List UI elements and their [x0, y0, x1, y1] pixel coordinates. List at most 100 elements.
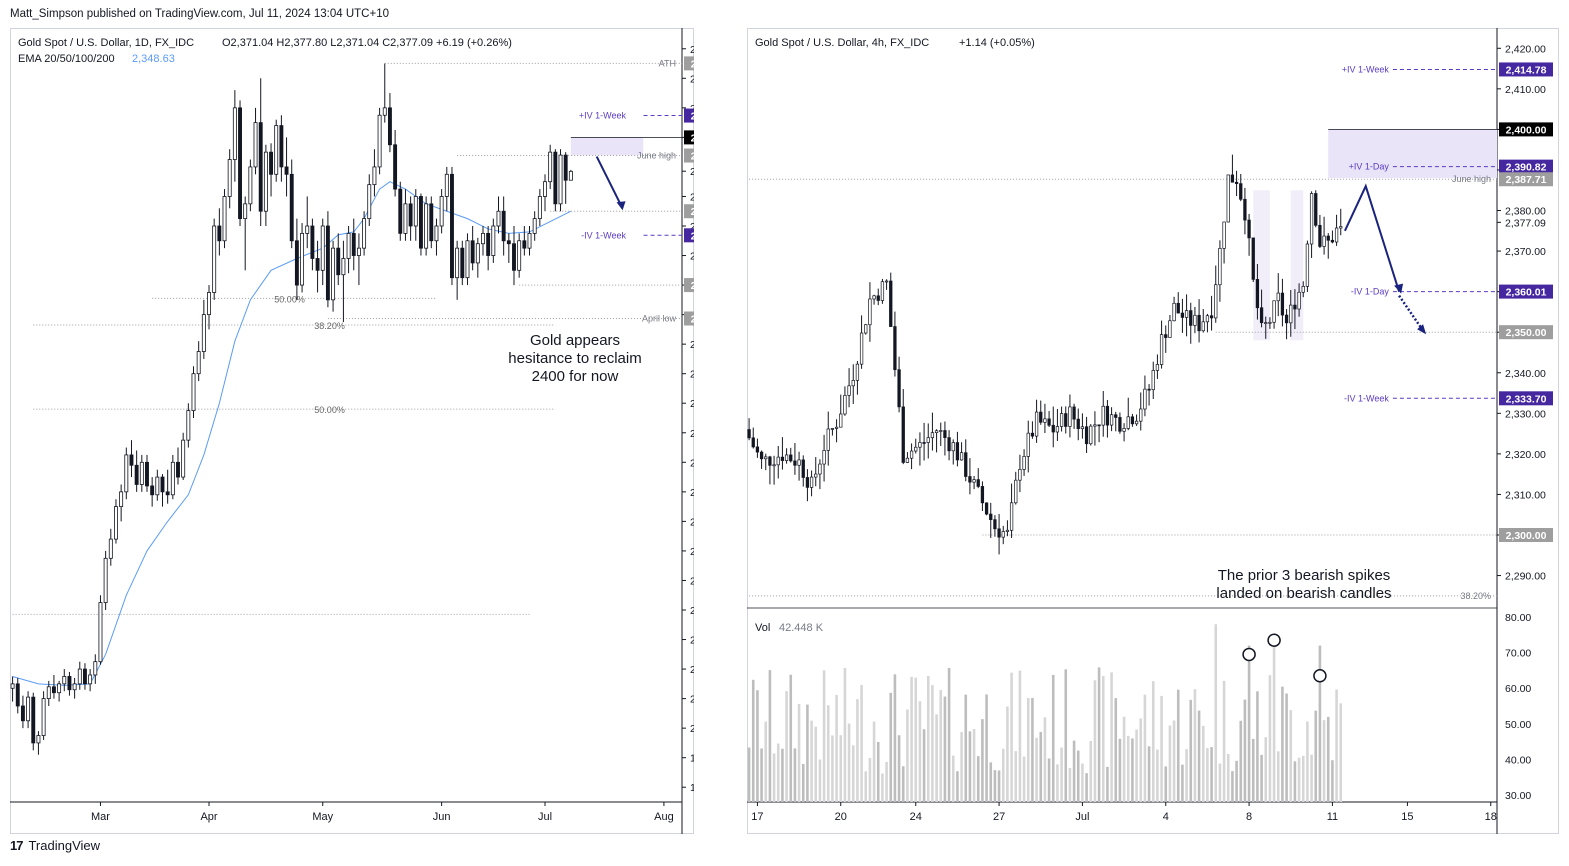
price-tag: [1499, 391, 1553, 406]
candle-body: [393, 144, 398, 190]
candle-body: [805, 477, 810, 488]
projection-arrow: [1344, 183, 1401, 292]
volume-bar: [1185, 749, 1188, 802]
volume-bar: [1251, 738, 1255, 802]
volume-bar: [1281, 686, 1284, 802]
candle-body: [191, 373, 196, 412]
candle-body: [847, 385, 851, 396]
candle-body: [243, 203, 248, 220]
tradingview-logo[interactable]: 17 TradingView: [10, 838, 100, 853]
x-tick-label: 11: [1327, 811, 1338, 823]
volume-bar: [964, 694, 968, 802]
volume-bar: [864, 771, 868, 802]
spike-marker: [1242, 647, 1256, 662]
candle-body: [232, 107, 237, 160]
volume-bar: [747, 747, 751, 802]
volume-bar: [856, 699, 859, 802]
volume-bar: [1331, 760, 1334, 802]
volume-bar: [772, 753, 776, 802]
candle-body: [839, 413, 843, 428]
candle-body: [1193, 314, 1197, 326]
candle-body: [889, 280, 893, 327]
volume-bar: [814, 726, 818, 802]
candle-body: [955, 442, 960, 461]
volume-bar: [1218, 763, 1222, 802]
volume-bar: [1051, 674, 1055, 802]
vol-tick-label: 60.00: [1505, 683, 1531, 695]
volume-bar: [1106, 766, 1109, 802]
candle-body: [905, 457, 910, 463]
candle-body: [336, 247, 341, 276]
volume-bar: [781, 748, 784, 802]
candle-body: [980, 486, 985, 504]
volume-bar: [776, 743, 780, 802]
candle-body: [1309, 193, 1314, 245]
volume-bar: [1031, 697, 1034, 802]
candle-body: [1218, 248, 1222, 286]
annotation-text: The prior 3 bearish spikes: [1218, 567, 1391, 584]
volume-bar: [793, 748, 797, 802]
volume-bar: [1006, 706, 1009, 802]
volume-bar: [1214, 624, 1218, 802]
projection-arrowhead: [1417, 324, 1427, 335]
candle-body: [943, 430, 947, 438]
vol-tick-label: 70.00: [1505, 648, 1531, 660]
candle-body: [784, 454, 789, 461]
projection-arrowhead: [616, 201, 626, 211]
volume-bar: [1047, 758, 1051, 802]
daily-chart[interactable]: 1,960.00 1,980.00 2,000.00 2,020.00 2,040.00…: [10, 28, 694, 834]
volume-bar: [1318, 645, 1322, 802]
volume-bar: [1326, 716, 1330, 802]
volume-bar: [1247, 645, 1251, 802]
candle-body: [558, 154, 563, 205]
candle-body: [1189, 310, 1193, 326]
candle-body: [176, 461, 180, 478]
candle-body: [1059, 413, 1064, 427]
volume-bar: [1306, 721, 1309, 802]
volume-bar: [843, 667, 847, 802]
volume-bar: [760, 748, 763, 802]
annotation-text: 2400 for now: [532, 368, 619, 385]
candle-body: [160, 476, 165, 493]
four-hour-chart[interactable]: 2,290.00 2,300.00 2,310.00 2,320.00 2,330.00…: [747, 28, 1559, 834]
candle-body: [217, 225, 222, 242]
volume-bar: [956, 771, 959, 802]
y-tick-label: 2,380.00: [1505, 206, 1546, 218]
candle-body: [62, 676, 67, 685]
candle-body: [1051, 424, 1055, 433]
candle-body: [150, 485, 155, 496]
volume-bar: [818, 759, 822, 802]
candle-body: [320, 225, 325, 271]
candle-body: [387, 107, 392, 146]
candle-body: [134, 464, 139, 485]
candle-body: [1009, 502, 1014, 531]
price-tag: [1499, 527, 1553, 542]
volume-bar: [881, 773, 884, 802]
candle-body: [532, 218, 537, 234]
candle-body: [1134, 420, 1139, 425]
candle-body: [1330, 239, 1335, 243]
candle-body: [315, 258, 320, 271]
volume-bar: [806, 704, 809, 802]
candle-body: [408, 203, 413, 227]
fib-label: 50.00%: [274, 294, 305, 304]
candle-body: [367, 184, 372, 220]
candle-body: [797, 459, 801, 466]
volume-bar: [1089, 740, 1093, 802]
candle-body: [429, 203, 434, 242]
candle-body: [1326, 235, 1330, 241]
annotation-text: hesitance to reclaim: [508, 350, 641, 367]
candle-body: [57, 683, 62, 694]
candle-body: [814, 473, 818, 478]
candle-body: [486, 232, 491, 256]
price-tag-label: 2,450.10: [691, 58, 694, 70]
candle-body: [491, 225, 496, 256]
price-tag: [684, 228, 694, 243]
volume-bar: [1276, 751, 1280, 802]
volume-bar: [931, 685, 934, 802]
candle-body: [768, 456, 772, 466]
volume-bar: [1222, 680, 1226, 802]
x-tick-label: May: [312, 811, 333, 823]
candle-body: [470, 240, 475, 264]
volume-bar: [1001, 748, 1005, 802]
